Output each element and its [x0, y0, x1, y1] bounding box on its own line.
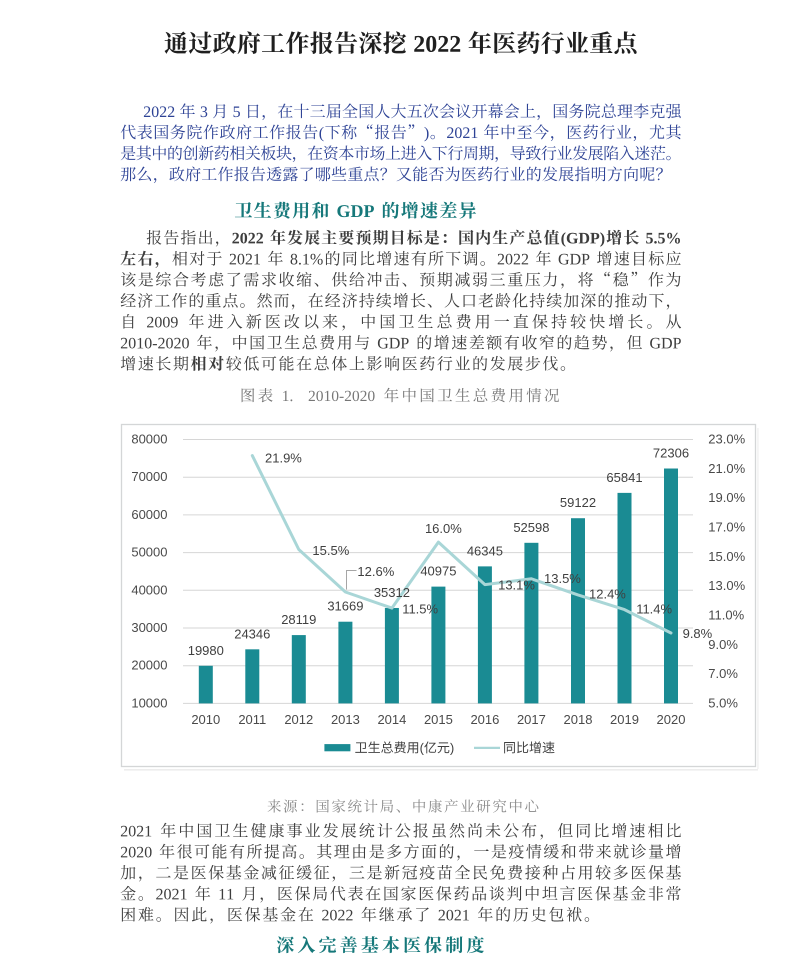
svg-text:9.8%: 9.8% [683, 626, 713, 641]
svg-text:80000: 80000 [131, 432, 167, 447]
svg-text:40000: 40000 [131, 582, 167, 597]
svg-text:19980: 19980 [188, 643, 224, 658]
svg-text:70000: 70000 [131, 469, 167, 484]
svg-text:13.1%: 13.1% [498, 578, 535, 593]
svg-text:46345: 46345 [467, 543, 503, 558]
svg-text:40975: 40975 [420, 564, 456, 579]
svg-text:2014: 2014 [377, 712, 406, 727]
svg-text:21.0%: 21.0% [708, 461, 745, 476]
svg-text:60000: 60000 [131, 507, 167, 522]
svg-text:28119: 28119 [281, 612, 316, 627]
svg-text:2017: 2017 [517, 712, 546, 727]
svg-text:50000: 50000 [131, 545, 167, 560]
svg-text:2016: 2016 [470, 712, 499, 727]
svg-text:23.0%: 23.0% [708, 432, 745, 447]
svg-text:9.0%: 9.0% [708, 637, 738, 652]
svg-text:10000: 10000 [131, 695, 167, 710]
svg-text:11.4%: 11.4% [636, 602, 672, 617]
svg-text:5.0%: 5.0% [708, 695, 738, 710]
svg-text:2011: 2011 [238, 712, 266, 727]
svg-text:2020: 2020 [657, 712, 686, 727]
svg-text:12.6%: 12.6% [357, 564, 394, 579]
svg-text:7.0%: 7.0% [708, 666, 738, 681]
svg-text:15.5%: 15.5% [312, 543, 349, 558]
svg-text:11.0%: 11.0% [708, 607, 744, 622]
svg-text:2013: 2013 [331, 712, 360, 727]
svg-text:52598: 52598 [513, 520, 549, 535]
svg-text:30000: 30000 [131, 620, 167, 635]
svg-text:17.0%: 17.0% [708, 520, 745, 535]
svg-text:13.5%: 13.5% [544, 571, 581, 586]
svg-text:21.9%: 21.9% [265, 451, 302, 466]
svg-text:19.0%: 19.0% [708, 490, 745, 505]
svg-text:11.5%: 11.5% [402, 602, 438, 617]
svg-text:2010: 2010 [191, 712, 220, 727]
svg-text:72306: 72306 [653, 446, 689, 461]
svg-text:2018: 2018 [564, 712, 593, 727]
svg-text:13.0%: 13.0% [708, 578, 745, 593]
svg-text:2015: 2015 [424, 712, 453, 727]
svg-text:16.0%: 16.0% [425, 521, 462, 536]
svg-text:59122: 59122 [560, 495, 596, 510]
svg-text:31669: 31669 [327, 599, 363, 614]
svg-text:24346: 24346 [234, 626, 270, 641]
svg-text:15.0%: 15.0% [708, 549, 745, 564]
svg-text:2012: 2012 [284, 712, 313, 727]
svg-text:2019: 2019 [610, 712, 639, 727]
svg-text:65841: 65841 [606, 470, 642, 485]
svg-text:12.4%: 12.4% [589, 587, 626, 602]
svg-text:35312: 35312 [374, 585, 410, 600]
svg-text:20000: 20000 [131, 658, 167, 673]
